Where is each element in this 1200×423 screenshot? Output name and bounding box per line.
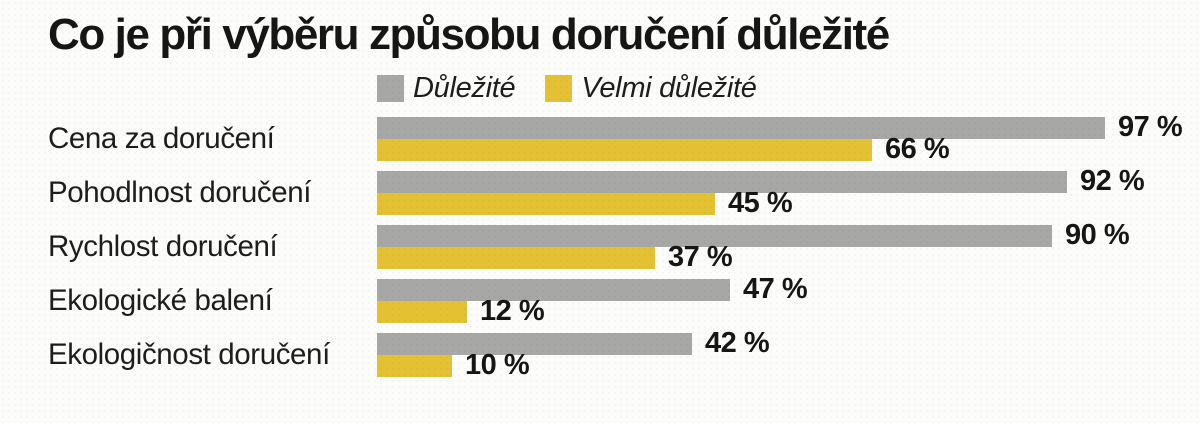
bar-velmi-dulezite [377, 246, 655, 269]
chart-row: Cena za doručení 97 % 66 % [48, 111, 1200, 165]
bar-group: 92 % 45 % [377, 165, 1200, 219]
category-label: Ekologické balení [48, 283, 273, 317]
bar-dulezite [377, 170, 1067, 193]
bar-line-velmi-dulezite: 45 % [377, 187, 1200, 219]
value-label: 10 % [465, 349, 530, 382]
value-label: 12 % [480, 295, 545, 328]
value-label: 97 % [1118, 111, 1183, 144]
legend-item-dulezite: Důležité [377, 72, 516, 105]
bar-line-dulezite: 92 % [377, 165, 1200, 197]
chart-rows: Cena za doručení 97 % 66 % Pohodlnost doruč… [48, 111, 1200, 381]
legend-item-velmi-dulezite: Velmi důležité [545, 72, 757, 105]
bar-velmi-dulezite [377, 354, 452, 377]
value-label: 45 % [728, 187, 793, 220]
category-label: Rychlost doručení [48, 229, 278, 263]
bar-line-velmi-dulezite: 37 % [377, 241, 1200, 273]
bar-group: 42 % 10 % [377, 327, 1200, 381]
bar-line-velmi-dulezite: 12 % [377, 295, 1200, 327]
chart-title: Co je při výběru způsobu doručení důleži… [48, 10, 890, 59]
chart-legend: Důležité Velmi důležité [377, 72, 1200, 105]
legend-swatch-velmi-dulezite [545, 75, 573, 103]
chart-row: Pohodlnost doručení 92 % 45 % [48, 165, 1200, 219]
bar-line-dulezite: 42 % [377, 327, 1200, 359]
bar-line-velmi-dulezite: 10 % [377, 349, 1200, 381]
bar-velmi-dulezite [377, 138, 872, 161]
bar-group: 97 % 66 % [377, 111, 1200, 165]
bar-dulezite [377, 224, 1052, 247]
value-label: 47 % [743, 273, 808, 306]
category-label: Pohodlnost doručení [48, 175, 312, 209]
bar-velmi-dulezite [377, 300, 467, 323]
chart-row: Rychlost doručení 90 % 37 % [48, 219, 1200, 273]
chart-row: Ekologičnost doručení 42 % 10 % [48, 327, 1200, 381]
legend-label-dulezite: Důležité [413, 72, 516, 105]
bar-group: 90 % 37 % [377, 219, 1200, 273]
bar-dulezite [377, 278, 730, 301]
bar-velmi-dulezite [377, 192, 715, 215]
value-label: 66 % [885, 133, 950, 166]
category-label: Cena za doručení [48, 121, 275, 155]
chart-page: Co je při výběru způsobu doručení důleži… [48, 10, 1200, 381]
bar-dulezite [377, 332, 692, 355]
bar-dulezite [377, 116, 1105, 139]
bar-line-velmi-dulezite: 66 % [377, 133, 1200, 165]
bar-line-dulezite: 97 % [377, 111, 1200, 143]
chart-row: Ekologické balení 47 % 12 % [48, 273, 1200, 327]
legend-swatch-dulezite [377, 75, 404, 103]
bar-line-dulezite: 90 % [377, 219, 1200, 251]
legend-label-velmi-dulezite: Velmi důležité [581, 72, 757, 105]
value-label: 92 % [1080, 165, 1145, 198]
value-label: 37 % [668, 241, 733, 274]
value-label: 42 % [705, 327, 770, 360]
bar-group: 47 % 12 % [377, 273, 1200, 327]
bar-line-dulezite: 47 % [377, 273, 1200, 305]
category-label: Ekologičnost doručení [48, 337, 330, 371]
value-label: 90 % [1065, 219, 1130, 252]
